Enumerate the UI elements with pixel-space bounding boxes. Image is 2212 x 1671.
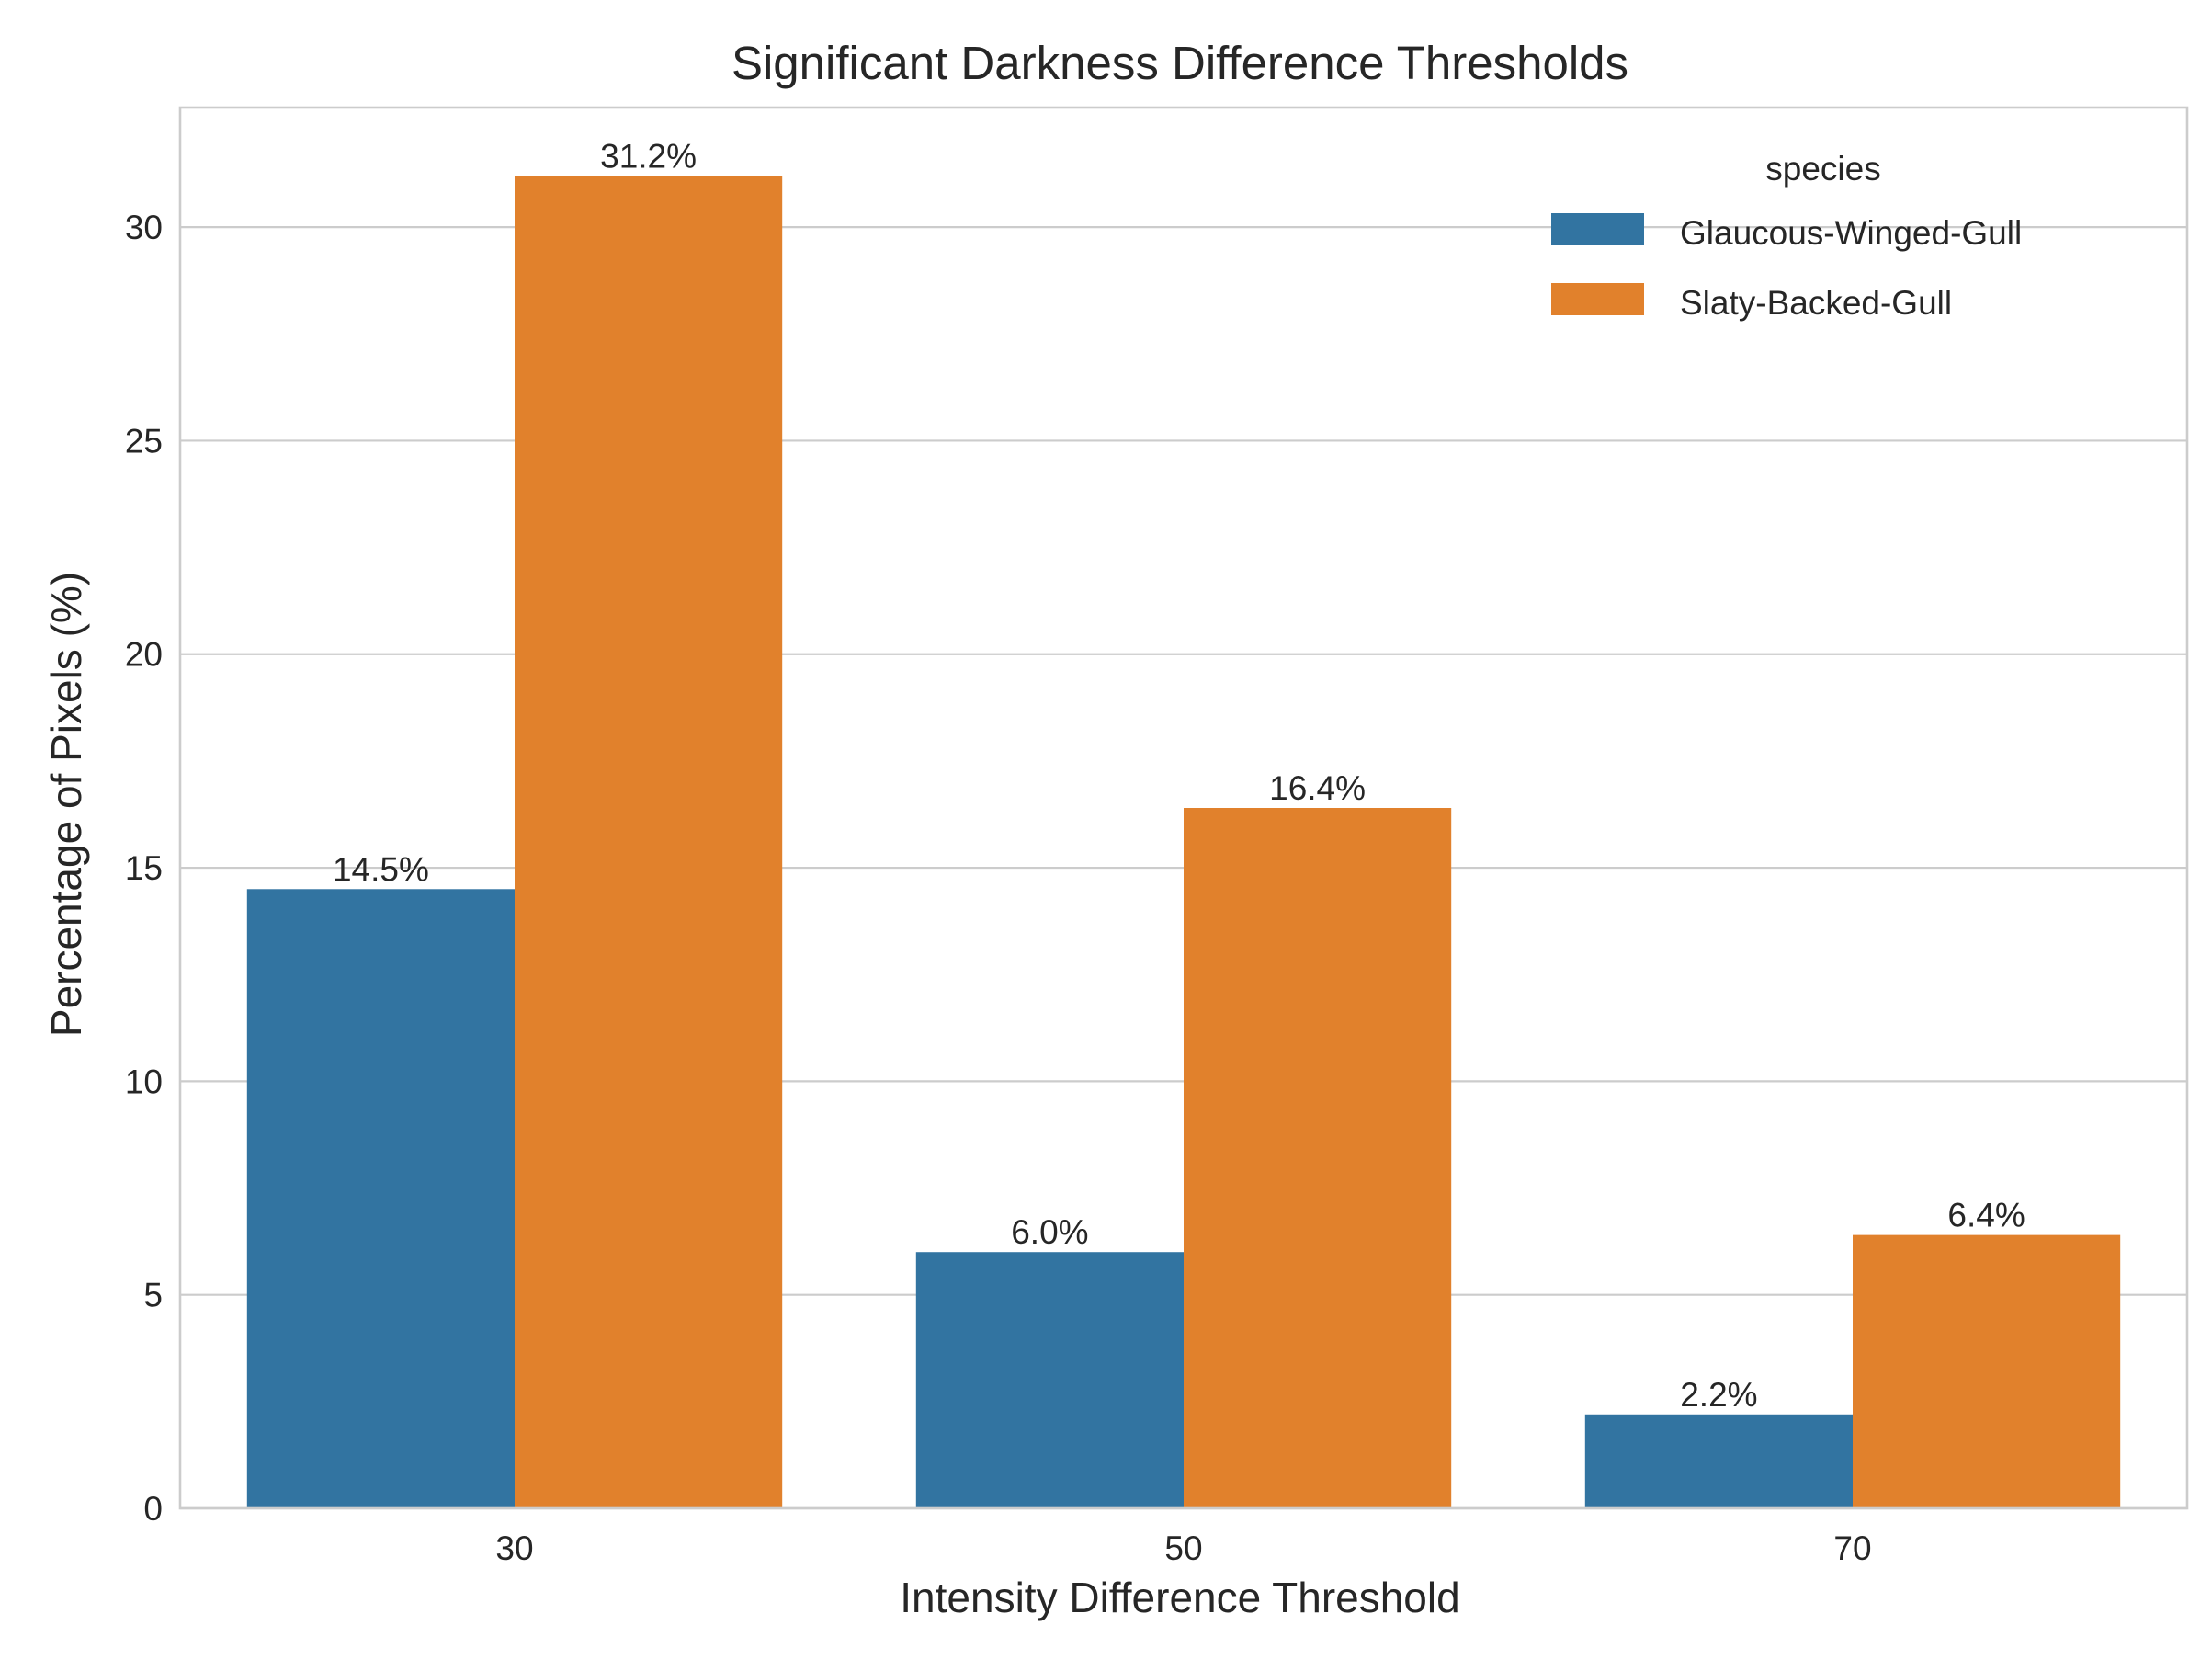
chart-title: Significant Darkness Difference Threshol… <box>732 37 1628 89</box>
bar <box>1184 808 1452 1508</box>
x-axis-ticks: 30 50 70 <box>495 1529 1871 1567</box>
legend-items: Glaucous-Winged-Gull Slaty-Backed-Gull <box>1551 213 2022 322</box>
legend-swatch <box>1551 213 1644 245</box>
legend: species Glaucous-Winged-Gull Slaty-Backed… <box>1551 150 2022 322</box>
bars <box>246 176 2121 1509</box>
y-tick-label: 20 <box>125 636 163 674</box>
legend-label: Slaty-Backed-Gull <box>1680 284 1952 322</box>
bar <box>246 889 515 1508</box>
x-axis-title: Intensity Difference Threshold <box>900 1574 1459 1621</box>
legend-title: species <box>1765 150 1880 188</box>
y-tick-label: 10 <box>125 1063 163 1100</box>
x-tick-label: 70 <box>1833 1529 1871 1567</box>
bar-value-label: 31.2% <box>600 137 697 175</box>
bar <box>1853 1234 2121 1508</box>
legend-swatch <box>1551 283 1644 315</box>
bar-labels: 14.5% 31.2% 6.0% 16.4% 2.2% 6.4% <box>333 137 2025 1413</box>
x-tick-label: 50 <box>1164 1529 1202 1567</box>
bar-value-label: 6.4% <box>1947 1197 2025 1234</box>
legend-label: Glaucous-Winged-Gull <box>1680 214 2022 252</box>
bar <box>515 176 783 1509</box>
plot-frame <box>178 106 2189 1510</box>
y-tick-label: 30 <box>125 209 163 246</box>
y-axis-title: Percentage of Pixels (%) <box>42 572 90 1037</box>
bar-value-label: 2.2% <box>1680 1376 1757 1414</box>
bar-value-label: 6.0% <box>1011 1213 1088 1251</box>
bar-value-label: 14.5% <box>333 850 429 888</box>
bar <box>915 1252 1184 1508</box>
y-tick-label: 25 <box>125 422 163 460</box>
y-tick-label: 15 <box>125 849 163 887</box>
y-tick-label: 0 <box>143 1490 163 1528</box>
bar-value-label: 16.4% <box>1269 769 1366 807</box>
y-axis-ticks: 0 5 10 15 20 25 30 <box>125 209 163 1528</box>
bar <box>1584 1414 1853 1508</box>
x-tick-label: 30 <box>495 1529 533 1567</box>
y-tick-label: 5 <box>143 1277 163 1314</box>
